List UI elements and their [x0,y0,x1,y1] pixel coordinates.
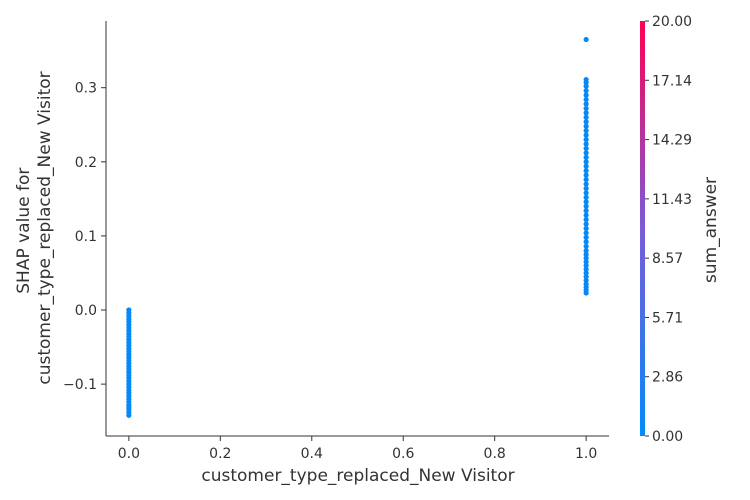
x-axis-ticks: 0.0 0.2 0.4 0.6 0.8 1.0 [118,436,597,462]
data-point [583,255,589,261]
data-point [583,83,589,89]
x-axis-label: customer_type_replaced_New Visitor [201,466,514,486]
data-point [583,194,589,200]
colorbar-label: sum_answer [701,177,721,283]
y-tick-label: −0.1 [63,377,97,393]
data-point [583,105,589,112]
x-tick-label: 0.8 [484,446,506,462]
data-point [583,185,589,192]
data-point [583,217,589,223]
y-axis-label-line-1: SHAP value for [14,168,34,294]
x-tick-label: 1.0 [575,446,597,462]
data-point [583,281,589,287]
data-point [583,274,589,280]
data-point [583,119,589,125]
data-point [583,114,589,120]
data-point [583,239,589,245]
data-point [583,101,589,107]
data-point [583,212,589,218]
data-point [583,159,589,165]
data-point [583,251,589,258]
y-tick-label: 0.1 [75,229,97,245]
data-point [583,176,589,183]
data-point [583,92,589,98]
data-point [583,36,589,43]
data-point [583,243,589,249]
data-point [583,270,589,276]
data-point [583,234,589,240]
colorbar-tick-label: 2.86 [652,370,683,386]
data-point [583,96,589,103]
x-tick-label: 0.0 [118,446,140,462]
data-point [583,76,589,83]
colorbar-ticks: 20.00 17.14 14.29 11.43 8.57 5.71 2.86 0.00 [645,14,692,445]
data-point [583,141,589,147]
data-point [583,128,589,134]
data-point [583,163,589,169]
colorbar-tick-label: 0.00 [652,429,683,445]
y-axis-label: SHAP value for customer_type_replaced_Ne… [14,71,55,384]
colorbar-tick-label: 20.00 [652,14,692,30]
data-point [583,145,589,152]
data-point [583,136,589,143]
data-point [583,277,589,283]
data-point [583,190,589,196]
data-point [583,132,589,138]
data-point [583,181,589,187]
data-point [583,154,589,160]
data-point [583,259,589,265]
colorbar-tick-label: 8.57 [652,251,683,267]
y-axis-ticks: −0.1 0.0 0.1 0.2 0.3 [63,81,106,393]
y-axis-label-line-2: customer_type_replaced_New Visitor [35,71,55,384]
colorbar-tick-label: 5.71 [652,310,683,326]
y-tick-label: 0.0 [75,303,97,319]
colorbar-tick-label: 17.14 [652,73,692,89]
data-point [583,172,589,178]
data-point [583,110,589,116]
y-tick-label: 0.3 [75,81,97,97]
scatter-points [126,36,589,418]
colorbar [640,21,645,436]
data-point [583,221,589,227]
data-point [583,208,589,214]
x-tick-label: 0.2 [209,446,231,462]
y-tick-label: 0.2 [75,155,97,171]
colorbar-tick-label: 11.43 [652,192,692,208]
data-point [583,203,589,209]
data-point [583,199,589,205]
data-point [583,230,589,236]
data-point [583,266,589,272]
data-point [583,225,589,232]
data-point [583,262,589,269]
x-tick-label: 0.4 [301,446,323,462]
data-point [583,150,589,156]
colorbar-tick-label: 14.29 [652,133,692,149]
data-point [126,307,132,313]
data-point [583,123,589,129]
data-point [583,88,589,94]
data-point [583,168,589,174]
data-point [583,248,589,254]
x-tick-label: 0.6 [392,446,414,462]
